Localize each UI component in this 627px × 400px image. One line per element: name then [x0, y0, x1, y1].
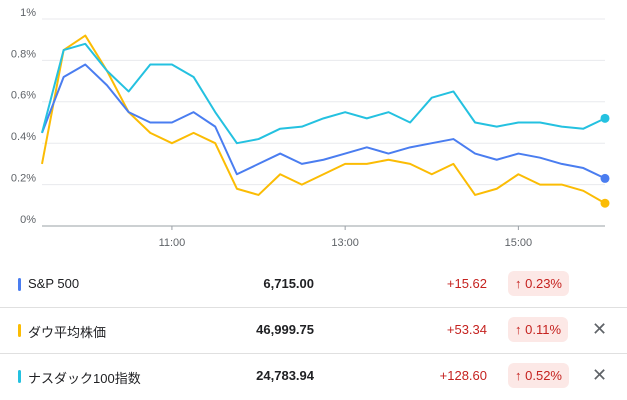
y-tick-label: 0.4%	[11, 131, 36, 143]
separator	[0, 307, 627, 308]
percent-badge: ↑ 0.52%	[508, 363, 569, 388]
price: 46,999.75	[256, 322, 314, 337]
x-tick-label: 15:00	[505, 237, 533, 249]
y-tick-label: 0.8%	[11, 48, 36, 60]
quote-row: S&P 500 6,715.00 +15.62 ↑ 0.23%	[0, 262, 627, 306]
series-line	[41, 34, 606, 205]
series-line	[41, 42, 606, 145]
y-tick-label: 0.2%	[11, 173, 36, 185]
x-tick-label: 13:00	[331, 237, 359, 249]
separator	[0, 353, 627, 354]
index-name: S&P 500	[28, 276, 80, 291]
y-tick-label: 1%	[20, 7, 36, 19]
y-tick-label: 0%	[20, 214, 36, 226]
up-arrow: ↑	[515, 322, 526, 337]
color-marker	[18, 324, 21, 337]
percent-badge: ↑ 0.11%	[508, 317, 569, 342]
remove-button[interactable]: ✕	[592, 365, 608, 385]
color-marker	[18, 278, 21, 291]
x-tick-label: 11:00	[159, 237, 186, 249]
percent: 0.11%	[525, 322, 562, 337]
index-name: ダウ平均株価	[28, 325, 107, 340]
change: +53.34	[446, 322, 487, 337]
quote-row: ダウ平均株価 46,999.75 +53.34 ↑ 0.11% ✕	[0, 308, 627, 352]
percent: 0.23%	[525, 276, 562, 291]
end-dot	[600, 113, 610, 123]
change: +15.62	[446, 276, 487, 291]
up-arrow: ↑	[515, 276, 526, 291]
series-line	[41, 63, 606, 180]
index-name: ナスダック100指数	[28, 371, 141, 386]
price: 6,715.00	[263, 276, 314, 291]
end-dot	[600, 198, 610, 208]
end-dot	[600, 173, 610, 183]
y-tick-label: 0.6%	[11, 90, 36, 102]
color-marker	[18, 370, 21, 383]
chart: 0% 0.2% 0.4% 0.6% 0.8% 1% 11:00 13:00 15:00	[11, 7, 610, 249]
price: 24,783.94	[256, 368, 314, 383]
percent-badge: ↑ 0.23%	[508, 271, 569, 296]
up-arrow: ↑	[515, 368, 526, 383]
percent: 0.52%	[525, 368, 562, 383]
remove-button[interactable]: ✕	[592, 319, 608, 339]
change: +128.60	[439, 368, 487, 383]
quote-row: ナスダック100指数 24,783.94 +128.60 ↑ 0.52% ✕	[0, 354, 627, 398]
